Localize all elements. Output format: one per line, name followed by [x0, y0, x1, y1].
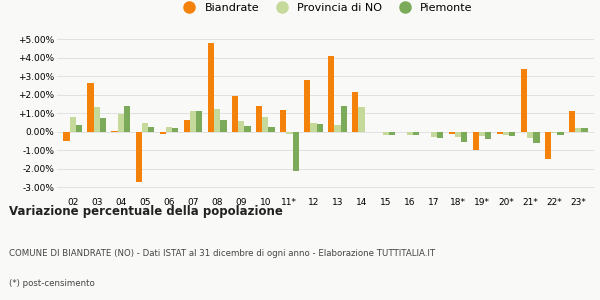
Bar: [184, 120, 190, 132]
Bar: [100, 118, 106, 132]
Bar: [232, 96, 238, 132]
Bar: [94, 107, 100, 132]
Bar: [358, 107, 365, 132]
Text: (*) post-censimento: (*) post-censimento: [9, 279, 95, 288]
Bar: [503, 132, 509, 136]
Bar: [148, 127, 154, 132]
Bar: [479, 132, 485, 136]
Bar: [581, 128, 588, 132]
Bar: [527, 132, 533, 138]
Bar: [437, 132, 443, 138]
Bar: [208, 43, 214, 132]
Bar: [485, 132, 491, 139]
Bar: [262, 117, 268, 132]
Bar: [160, 132, 166, 134]
Legend: Biandrate, Provincia di NO, Piemonte: Biandrate, Provincia di NO, Piemonte: [174, 0, 477, 18]
Bar: [461, 132, 467, 142]
Bar: [280, 110, 286, 132]
Bar: [569, 111, 575, 132]
Bar: [509, 132, 515, 136]
Bar: [431, 132, 437, 137]
Bar: [70, 117, 76, 132]
Bar: [310, 123, 317, 132]
Bar: [521, 69, 527, 132]
Bar: [545, 132, 551, 159]
Bar: [473, 132, 479, 150]
Text: Variazione percentuale della popolazione: Variazione percentuale della popolazione: [9, 206, 283, 218]
Bar: [124, 106, 130, 132]
Bar: [455, 132, 461, 137]
Bar: [389, 132, 395, 136]
Bar: [407, 132, 413, 136]
Text: COMUNE DI BIANDRATE (NO) - Dati ISTAT al 31 dicembre di ogni anno - Elaborazione: COMUNE DI BIANDRATE (NO) - Dati ISTAT al…: [9, 249, 435, 258]
Bar: [268, 127, 275, 132]
Bar: [449, 132, 455, 134]
Bar: [112, 131, 118, 132]
Bar: [172, 128, 178, 132]
Bar: [214, 109, 220, 132]
Bar: [238, 121, 244, 132]
Bar: [293, 132, 299, 171]
Bar: [63, 132, 70, 141]
Bar: [352, 92, 358, 132]
Bar: [88, 83, 94, 132]
Bar: [142, 123, 148, 132]
Bar: [304, 80, 310, 132]
Bar: [341, 106, 347, 132]
Bar: [575, 128, 581, 132]
Bar: [497, 132, 503, 134]
Bar: [383, 132, 389, 136]
Bar: [551, 132, 557, 133]
Bar: [220, 120, 227, 132]
Bar: [76, 125, 82, 132]
Bar: [256, 106, 262, 132]
Bar: [413, 132, 419, 136]
Bar: [328, 56, 334, 132]
Bar: [244, 126, 251, 132]
Bar: [533, 132, 539, 143]
Bar: [317, 124, 323, 132]
Bar: [557, 132, 563, 136]
Bar: [190, 111, 196, 132]
Bar: [166, 127, 172, 132]
Bar: [136, 132, 142, 182]
Bar: [286, 132, 293, 134]
Bar: [196, 111, 202, 132]
Bar: [118, 114, 124, 132]
Bar: [334, 125, 341, 132]
